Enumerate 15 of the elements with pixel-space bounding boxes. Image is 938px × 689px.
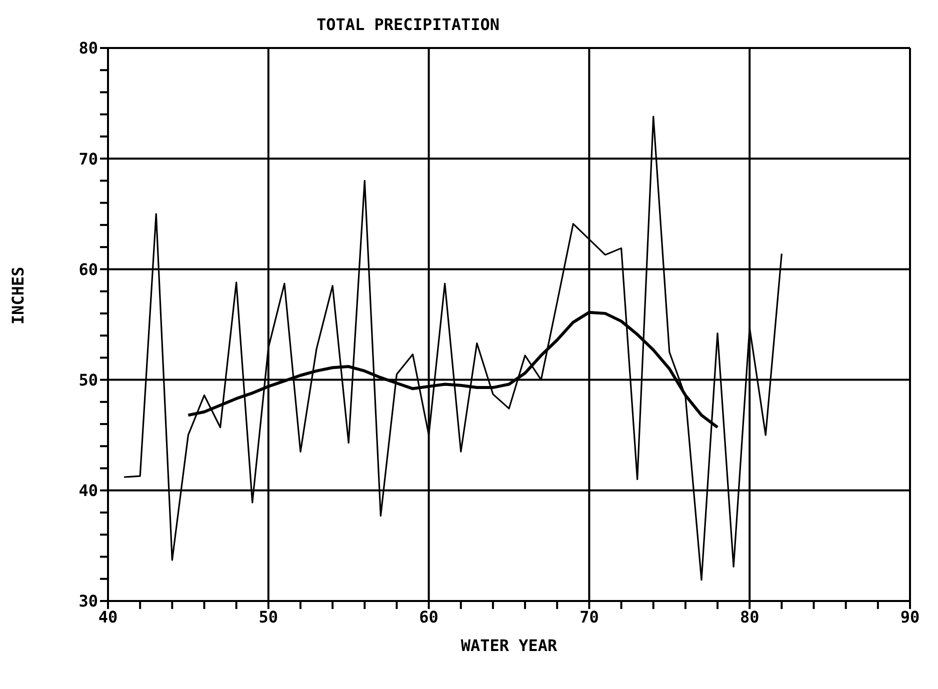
- x-tick-label: 40: [98, 607, 118, 626]
- y-tick-label: 60: [78, 260, 98, 279]
- y-tick-label: 40: [78, 481, 98, 500]
- y-axis-title: INCHES: [8, 266, 28, 324]
- x-tick-label: 80: [740, 607, 760, 626]
- x-tick-label: 50: [258, 607, 278, 626]
- x-tick-label: 70: [580, 607, 599, 626]
- x-tick-label: 60: [419, 607, 438, 626]
- y-tick-label: 70: [78, 149, 98, 168]
- y-tick-label: 80: [78, 38, 98, 58]
- y-tick-label: 50: [78, 370, 98, 390]
- y-tick-label: 30: [78, 592, 98, 611]
- x-axis-title: WATER YEAR: [460, 636, 558, 655]
- chart-title: TOTAL PRECIPITATION: [316, 15, 500, 34]
- x-tick-label: 90: [900, 607, 920, 626]
